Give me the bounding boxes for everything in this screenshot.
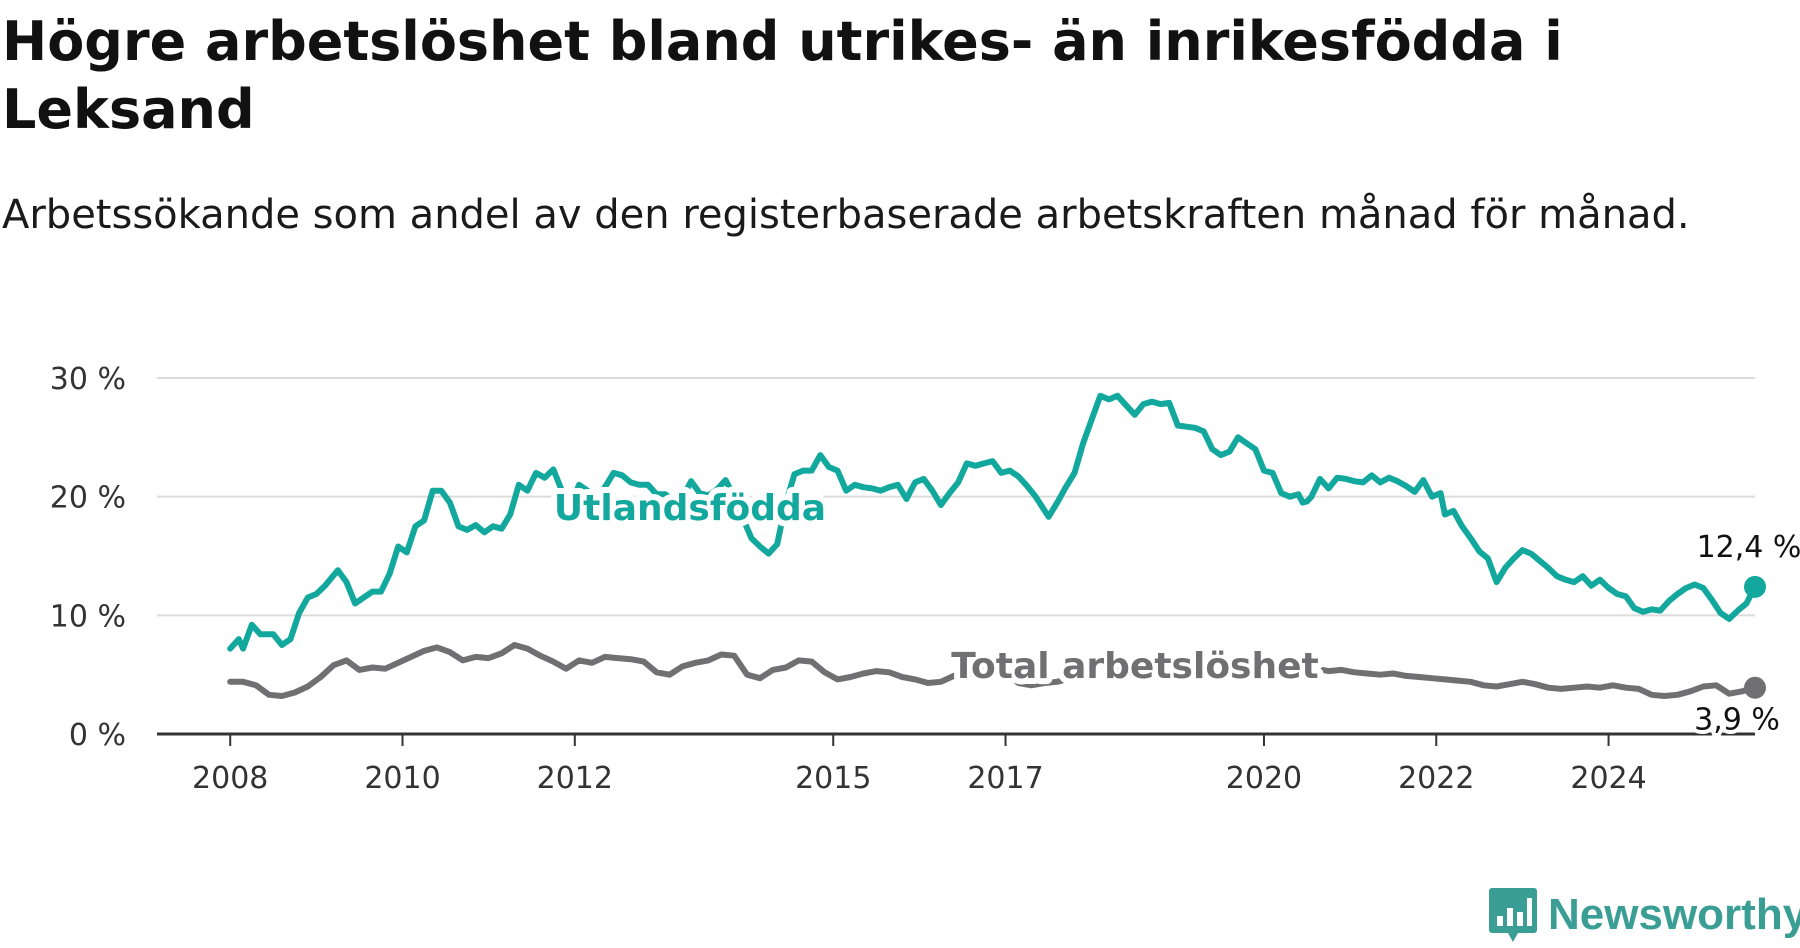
label-layer: 12,4 % Utlandsfödda 3,9 % Total arbetslöshe… <box>548 482 1800 742</box>
x-tick-label: 2022 <box>1398 761 1474 796</box>
axis-layer: 0 % 10 % 20 % 30 % 2008 2010 2012 2015 2017 2020 2… <box>50 362 1755 796</box>
bar-chart-logo-icon <box>1489 888 1537 942</box>
end-marker-0 <box>1744 575 1766 598</box>
series-name-label-1: Total arbetslöshet <box>951 646 1319 687</box>
series-name-label-0: Utlandsfödda <box>554 488 826 529</box>
x-tick-label: 2010 <box>364 761 440 796</box>
newsworthy-logo: Newsworthy <box>1488 884 1800 946</box>
end-marker-1 <box>1744 676 1766 699</box>
grid-layer <box>157 377 1755 617</box>
x-tick-label: 2008 <box>192 761 268 796</box>
page-subtitle: Arbetssökande som andel av den registerb… <box>2 192 1690 238</box>
x-tick-label: 2012 <box>537 761 613 796</box>
brand-name: Newsworthy <box>1548 890 1800 939</box>
x-tick-label: 2015 <box>795 761 871 796</box>
y-tick-label: 0 % <box>69 718 126 753</box>
end-value-label-0: 12,4 % <box>1697 530 1800 565</box>
y-tick-label: 10 % <box>50 599 126 634</box>
series-layer <box>227 392 1766 699</box>
page-title: Högre arbetslöshet bland utrikes- än inr… <box>2 10 1563 141</box>
x-tick-label: 2020 <box>1226 761 1302 796</box>
series-line-1 <box>227 642 1758 699</box>
x-tick-label: 2017 <box>967 761 1043 796</box>
end-value-label-1: 3,9 % <box>1694 703 1780 738</box>
y-tick-label: 30 % <box>50 362 126 397</box>
series-line-0 <box>227 392 1758 652</box>
y-tick-label: 20 % <box>50 481 126 516</box>
x-tick-label: 2024 <box>1570 761 1646 796</box>
